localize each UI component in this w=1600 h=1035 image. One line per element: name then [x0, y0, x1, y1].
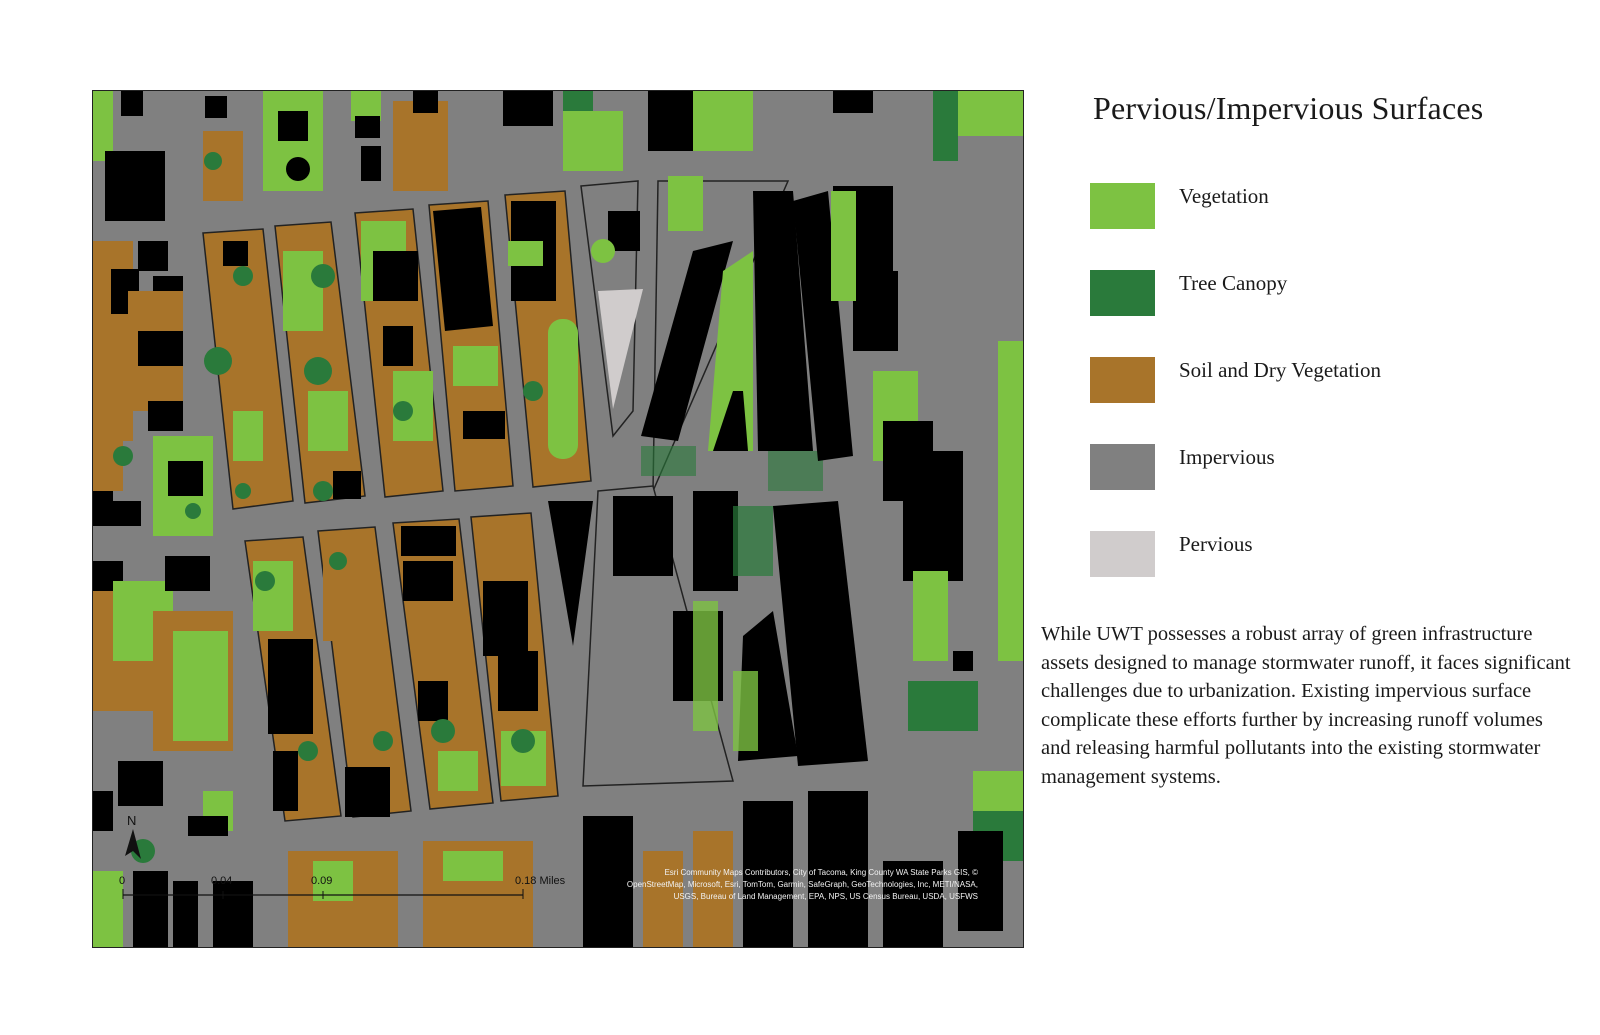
bottom-strip-features — [93, 791, 943, 947]
top-strip-features — [93, 91, 1023, 221]
legend-swatch-tree-canopy — [1090, 270, 1155, 316]
map-frame[interactable]: N 0 0.04 0.09 0.18 Miles Esri Community … — [92, 90, 1024, 948]
legend-swatch-impervious — [1090, 444, 1155, 490]
legend-item-soil: Soil and Dry Vegetation — [1090, 357, 1530, 403]
legend-item-vegetation: Vegetation — [1090, 183, 1530, 229]
legend-item-pervious: Pervious — [1090, 531, 1530, 577]
attribution: Esri Community Maps Contributors, City o… — [627, 868, 978, 901]
east-blocks — [873, 341, 1023, 931]
legend-label-impervious: Impervious — [1179, 445, 1275, 469]
legend-swatch-vegetation — [1090, 183, 1155, 229]
scale-label-2: 0.09 — [311, 875, 332, 887]
legend-label-soil: Soil and Dry Vegetation — [1179, 358, 1382, 382]
attribution-line-1: Esri Community Maps Contributors, City o… — [664, 868, 978, 877]
legend-title: Pervious/Impervious Surfaces — [1093, 90, 1484, 126]
west-blocks — [93, 241, 238, 863]
land-cover-map[interactable]: N 0 0.04 0.09 0.18 Miles Esri Community … — [93, 91, 1023, 947]
central-wedges — [641, 176, 898, 492]
north-arrow: N — [125, 813, 141, 859]
description-text: While UWT possesses a robust array of gr… — [1041, 623, 1571, 788]
north-row-blocks — [202, 180, 643, 510]
attribution-line-2: OpenStreetMap, Microsoft, Esri, TomTom, … — [627, 880, 978, 889]
scale-bar: 0 0.04 0.09 0.18 Miles — [119, 875, 566, 899]
legend-label-tree-canopy: Tree Canopy — [1179, 271, 1288, 295]
north-label: N — [127, 813, 136, 828]
attribution-line-3: USGS, Bureau of Land Management, EPA, NP… — [674, 892, 978, 901]
south-row-blocks — [244, 501, 593, 822]
legend-label-pervious: Pervious — [1179, 532, 1253, 556]
scale-label-1: 0.04 — [211, 875, 232, 887]
scale-label-3: 0.18 Miles — [515, 875, 566, 887]
legend-item-tree-canopy: Tree Canopy — [1090, 270, 1530, 316]
scale-label-0: 0 — [119, 875, 125, 887]
legend-swatch-pervious — [1090, 531, 1155, 577]
legend-item-impervious: Impervious — [1090, 444, 1530, 490]
central-south-blocks — [582, 485, 868, 787]
legend-label-vegetation: Vegetation — [1179, 184, 1269, 208]
legend-swatch-soil — [1090, 357, 1155, 403]
